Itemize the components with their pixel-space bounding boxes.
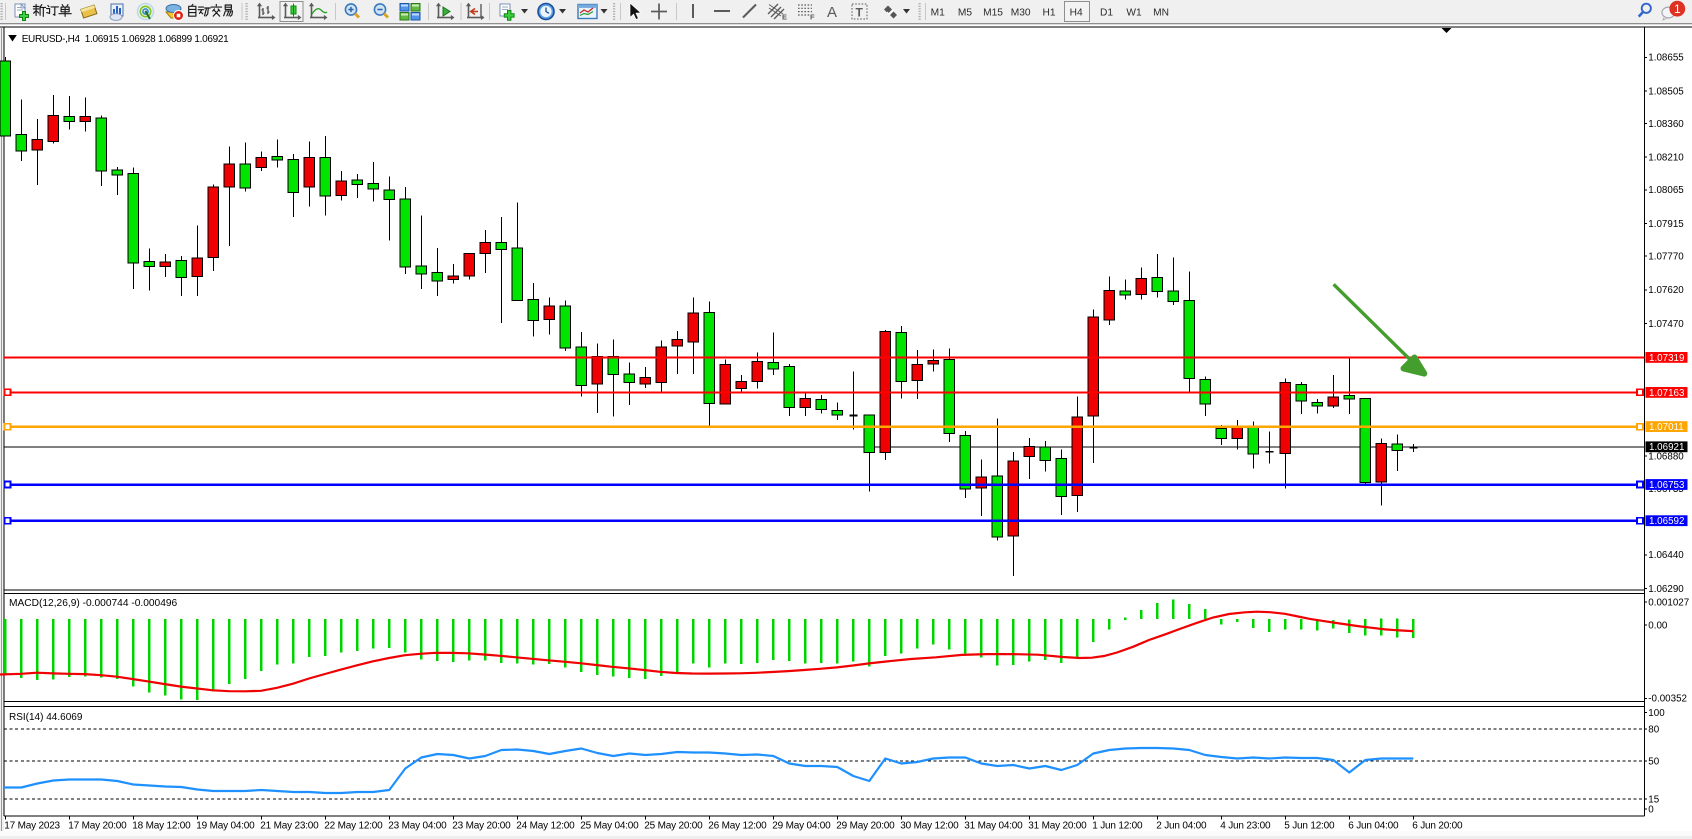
svg-text:29 May 20:00: 29 May 20:00 <box>836 820 895 831</box>
svg-text:23 May 04:00: 23 May 04:00 <box>388 820 447 831</box>
svg-text:1.06290: 1.06290 <box>1648 584 1684 595</box>
svg-text:M5: M5 <box>958 8 972 19</box>
svg-text:15: 15 <box>1648 794 1659 805</box>
svg-text:50: 50 <box>1648 756 1659 767</box>
svg-text:31 May 04:00: 31 May 04:00 <box>964 820 1023 831</box>
svg-text:0: 0 <box>1648 804 1654 815</box>
svg-text:0.001027: 0.001027 <box>1648 597 1689 608</box>
svg-text:EURUSD-,H4 1.06915 1.06928 1.: EURUSD-,H4 1.06915 1.06928 1.06899 1.069… <box>22 34 229 45</box>
svg-text:1.07319: 1.07319 <box>1649 353 1684 364</box>
svg-text:6 Jun 20:00: 6 Jun 20:00 <box>1412 820 1463 831</box>
svg-text:17 May 2023: 17 May 2023 <box>4 820 60 831</box>
svg-text:0.00: 0.00 <box>1648 620 1668 631</box>
svg-text:31 May 20:00: 31 May 20:00 <box>1028 820 1087 831</box>
svg-text:100: 100 <box>1648 708 1665 719</box>
svg-text:RSI(14) 44.6069: RSI(14) 44.6069 <box>9 712 83 723</box>
svg-text:80: 80 <box>1648 724 1659 735</box>
svg-text:1.07770: 1.07770 <box>1648 252 1684 263</box>
svg-text:1.07163: 1.07163 <box>1649 388 1685 399</box>
svg-text:1.07620: 1.07620 <box>1648 285 1684 296</box>
svg-text:25 May 04:00: 25 May 04:00 <box>580 820 639 831</box>
svg-text:1.07915: 1.07915 <box>1648 219 1684 230</box>
svg-text:1.08655: 1.08655 <box>1648 53 1684 64</box>
svg-text:1.08065: 1.08065 <box>1648 185 1684 196</box>
svg-text:MACD(12,26,9) -0.000744 -0.000: MACD(12,26,9) -0.000744 -0.000496 <box>9 598 178 609</box>
svg-text:1.08360: 1.08360 <box>1648 119 1684 130</box>
svg-text:A: A <box>827 4 837 21</box>
svg-text:1.06880: 1.06880 <box>1648 451 1684 462</box>
svg-text:E: E <box>782 13 787 22</box>
svg-text:30 May 12:00: 30 May 12:00 <box>900 820 959 831</box>
svg-text:21 May 23:00: 21 May 23:00 <box>260 820 319 831</box>
svg-text:29 May 04:00: 29 May 04:00 <box>772 820 831 831</box>
svg-text:19 May 04:00: 19 May 04:00 <box>196 820 255 831</box>
svg-text:H4: H4 <box>1070 8 1083 19</box>
svg-text:2 Jun 04:00: 2 Jun 04:00 <box>1156 820 1207 831</box>
svg-text:22 May 12:00: 22 May 12:00 <box>324 820 383 831</box>
svg-text:1.06440: 1.06440 <box>1648 550 1684 561</box>
svg-text:4 Jun 23:00: 4 Jun 23:00 <box>1220 820 1271 831</box>
svg-text:23 May 20:00: 23 May 20:00 <box>452 820 511 831</box>
svg-text:MN: MN <box>1153 8 1169 19</box>
svg-text:6 Jun 04:00: 6 Jun 04:00 <box>1348 820 1399 831</box>
svg-text:25 May 20:00: 25 May 20:00 <box>644 820 703 831</box>
svg-text:1: 1 <box>1674 2 1681 16</box>
svg-text:F: F <box>810 13 815 22</box>
svg-text:1.06921: 1.06921 <box>1649 442 1684 453</box>
svg-text:24 May 12:00: 24 May 12:00 <box>516 820 575 831</box>
svg-text:1.06592: 1.06592 <box>1649 516 1684 527</box>
svg-text:D1: D1 <box>1100 8 1113 19</box>
svg-text:H1: H1 <box>1042 8 1055 19</box>
svg-text:5 Jun 12:00: 5 Jun 12:00 <box>1284 820 1335 831</box>
svg-text:1.08210: 1.08210 <box>1648 153 1684 164</box>
svg-text:T: T <box>856 6 864 20</box>
svg-text:1.06753: 1.06753 <box>1649 480 1685 491</box>
svg-text:W1: W1 <box>1126 8 1142 19</box>
svg-text:1 Jun 12:00: 1 Jun 12:00 <box>1092 820 1143 831</box>
svg-text:-0.00352: -0.00352 <box>1648 694 1687 705</box>
svg-text:18 May 12:00: 18 May 12:00 <box>132 820 191 831</box>
svg-text:1.07470: 1.07470 <box>1648 319 1684 330</box>
svg-text:1.08505: 1.08505 <box>1648 86 1684 97</box>
svg-text:M1: M1 <box>931 8 945 19</box>
svg-text:26 May 12:00: 26 May 12:00 <box>708 820 767 831</box>
svg-text:17 May 20:00: 17 May 20:00 <box>68 820 127 831</box>
svg-text:M30: M30 <box>1011 8 1031 19</box>
svg-text:1.07011: 1.07011 <box>1649 422 1684 433</box>
svg-text:M15: M15 <box>983 8 1003 19</box>
